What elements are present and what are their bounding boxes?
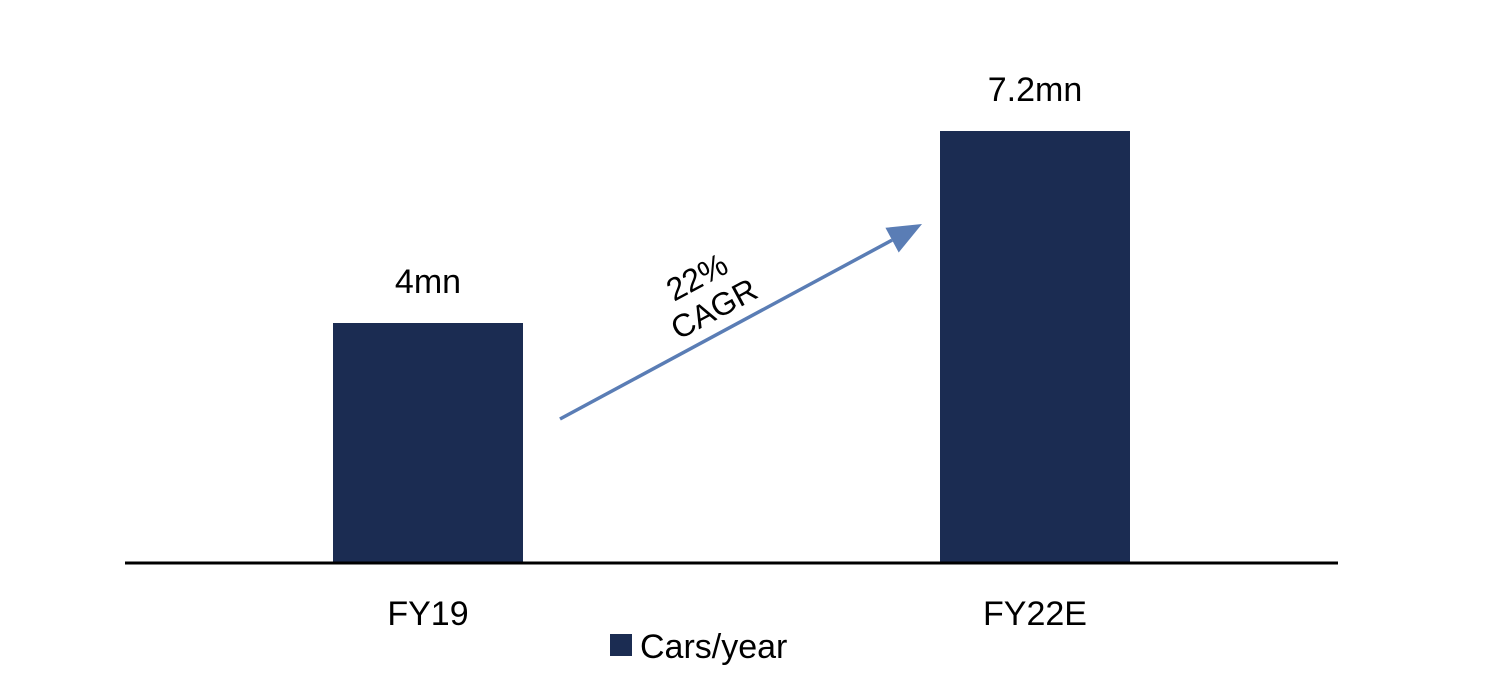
bar-fy19	[333, 323, 523, 563]
legend: Cars/year	[610, 628, 787, 666]
x-tick-labels-layer: FY19 FY22E	[387, 595, 1087, 633]
x-tick-label-fy19: FY19	[387, 595, 468, 633]
data-label-fy19: 4mn	[395, 263, 461, 301]
bar-fy22e	[940, 131, 1130, 563]
cagr-annotation: 22% CAGR	[559, 224, 922, 421]
bars-layer	[333, 131, 1130, 563]
x-tick-label-fy22e: FY22E	[983, 595, 1087, 633]
data-label-fy22e: 7.2mn	[988, 71, 1083, 109]
legend-swatch-cars-year	[610, 634, 632, 656]
data-labels-layer: 4mn 7.2mn	[395, 71, 1082, 301]
cagr-arrow-head	[885, 224, 922, 253]
cagr-label: 22% CAGR	[660, 246, 763, 346]
cagr-arrow-line	[559, 238, 893, 421]
legend-label-cars-year: Cars/year	[640, 628, 787, 666]
